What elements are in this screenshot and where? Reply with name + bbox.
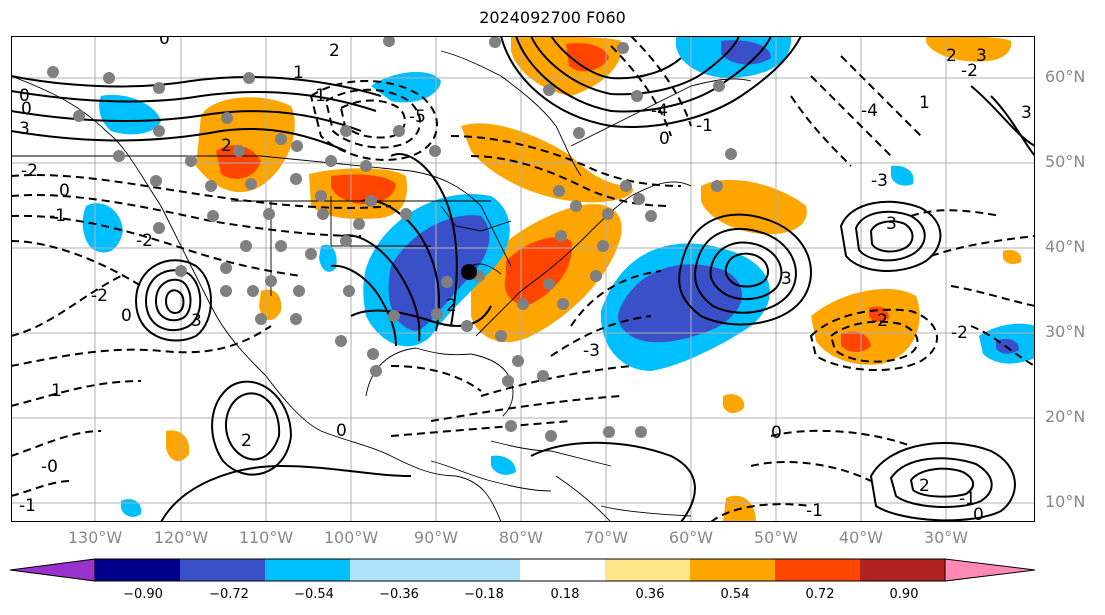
lon-label-100w: 100°W — [323, 528, 379, 547]
svg-text:0: 0 — [19, 86, 30, 106]
svg-text:3: 3 — [886, 214, 897, 234]
lat-label-30n: 30°N — [1045, 322, 1086, 341]
svg-text:-2: -2 — [136, 231, 153, 251]
colorbar-tick-5: −0.18 — [464, 587, 504, 602]
svg-text:-1: -1 — [696, 116, 713, 136]
svg-text:0: 0 — [336, 421, 347, 441]
colorbar-tick-4: −0.36 — [379, 587, 419, 602]
colorbar-extend-high — [944, 558, 1036, 582]
lat-label-20n: 20°N — [1045, 407, 1086, 426]
svg-text:3: 3 — [1021, 103, 1032, 123]
station-markers — [47, 36, 737, 442]
lon-label-30w: 30°W — [923, 528, 969, 547]
colorbar-bin-4 — [350, 559, 435, 581]
svg-text:1: 1 — [919, 93, 930, 113]
svg-text:-2: -2 — [871, 311, 888, 331]
svg-text:0: 0 — [159, 36, 170, 49]
svg-text:-5: -5 — [409, 107, 426, 127]
svg-text:-1: -1 — [19, 496, 36, 516]
contour-labels: 0 1 2 3 -1 -2 0 -5 2 0 -1 -2 0 2 -3 0 -1… — [19, 36, 1032, 522]
svg-text:3: 3 — [19, 119, 30, 139]
svg-text:0: 0 — [59, 181, 70, 201]
lon-label-90w: 90°W — [413, 528, 459, 547]
colorbar-bin-6 — [520, 559, 605, 581]
svg-text:1: 1 — [293, 63, 304, 83]
colorbar-tick-7: 0.36 — [635, 587, 665, 602]
svg-text:-2: -2 — [21, 161, 38, 181]
colorbar-tick-9: 0.72 — [805, 587, 835, 602]
svg-text:2: 2 — [446, 296, 457, 316]
svg-text:-3: -3 — [871, 171, 888, 191]
svg-text:3: 3 — [191, 311, 202, 331]
lon-label-80w: 80°W — [498, 528, 544, 547]
svg-text:1: 1 — [51, 381, 62, 401]
svg-text:-3: -3 — [583, 341, 600, 361]
colorbar-bin-5 — [435, 559, 520, 581]
lat-label-50n: 50°N — [1045, 152, 1086, 171]
svg-text:-1: -1 — [806, 501, 823, 521]
svg-text:2: 2 — [946, 46, 957, 66]
svg-text:2: 2 — [329, 41, 340, 61]
svg-text:-2: -2 — [951, 323, 968, 343]
svg-text:3: 3 — [781, 269, 792, 289]
lon-label-120w: 120°W — [153, 528, 209, 547]
svg-text:-1: -1 — [959, 489, 976, 509]
lat-label-60n: 60°N — [1045, 67, 1086, 86]
colorbar-tick-3: −0.54 — [294, 587, 334, 602]
svg-text:-1: -1 — [309, 86, 326, 106]
colorbar-tick-2: −0.72 — [209, 587, 249, 602]
colorbar-bin-1 — [95, 559, 180, 581]
svg-text:-4: -4 — [861, 101, 878, 121]
svg-text:0: 0 — [973, 505, 984, 522]
colorbar-tick-8: 0.54 — [720, 587, 750, 602]
position-marker — [461, 264, 477, 280]
svg-text:0: 0 — [21, 99, 32, 119]
contours-negative — [11, 36, 1035, 522]
colorbar-bin-9 — [775, 559, 860, 581]
svg-text:0: 0 — [659, 129, 670, 149]
svg-text:-0: -0 — [41, 457, 58, 477]
svg-text:-2: -2 — [961, 61, 978, 81]
map-title: 2024092700 F060 — [479, 8, 626, 27]
colorbar-bin-10 — [860, 559, 945, 581]
svg-text:0: 0 — [121, 306, 132, 326]
lon-label-60w: 60°W — [668, 528, 714, 547]
colorbar-extend-low — [10, 558, 96, 582]
map-plot: 0 1 2 3 -1 -2 0 -5 2 0 -1 -2 0 2 -3 0 -1… — [11, 36, 1035, 522]
colorbar-tick-6: 0.18 — [550, 587, 580, 602]
lon-label-110w: 110°W — [238, 528, 294, 547]
svg-text:-1: -1 — [49, 206, 66, 226]
lon-label-50w: 50°W — [753, 528, 799, 547]
svg-text:3: 3 — [976, 46, 987, 66]
shading-positive — [166, 36, 1022, 522]
lon-label-130w: 130°W — [67, 528, 123, 547]
svg-text:-2: -2 — [91, 286, 108, 306]
lat-label-40n: 40°N — [1045, 237, 1086, 256]
colorbar-bin-2 — [180, 559, 265, 581]
lon-label-40w: 40°W — [838, 528, 884, 547]
svg-text:2: 2 — [919, 476, 930, 496]
contours-positive — [11, 36, 1035, 522]
svg-text:0: 0 — [771, 423, 782, 443]
shading-negative — [82, 36, 1035, 517]
colorbar-bin-8 — [690, 559, 775, 581]
lon-label-70w: 70°W — [583, 528, 629, 547]
colorbar-bin-7 — [605, 559, 690, 581]
colorbar-tick-10: 0.90 — [889, 587, 919, 602]
svg-text:-4: -4 — [651, 101, 668, 121]
svg-text:2: 2 — [241, 431, 252, 451]
colorbar-tick-1: −0.90 — [123, 587, 163, 602]
svg-text:2: 2 — [221, 136, 232, 156]
colorbar-bin-3 — [265, 559, 350, 581]
lat-label-10n: 10°N — [1045, 492, 1086, 511]
colorbar — [10, 558, 1036, 582]
